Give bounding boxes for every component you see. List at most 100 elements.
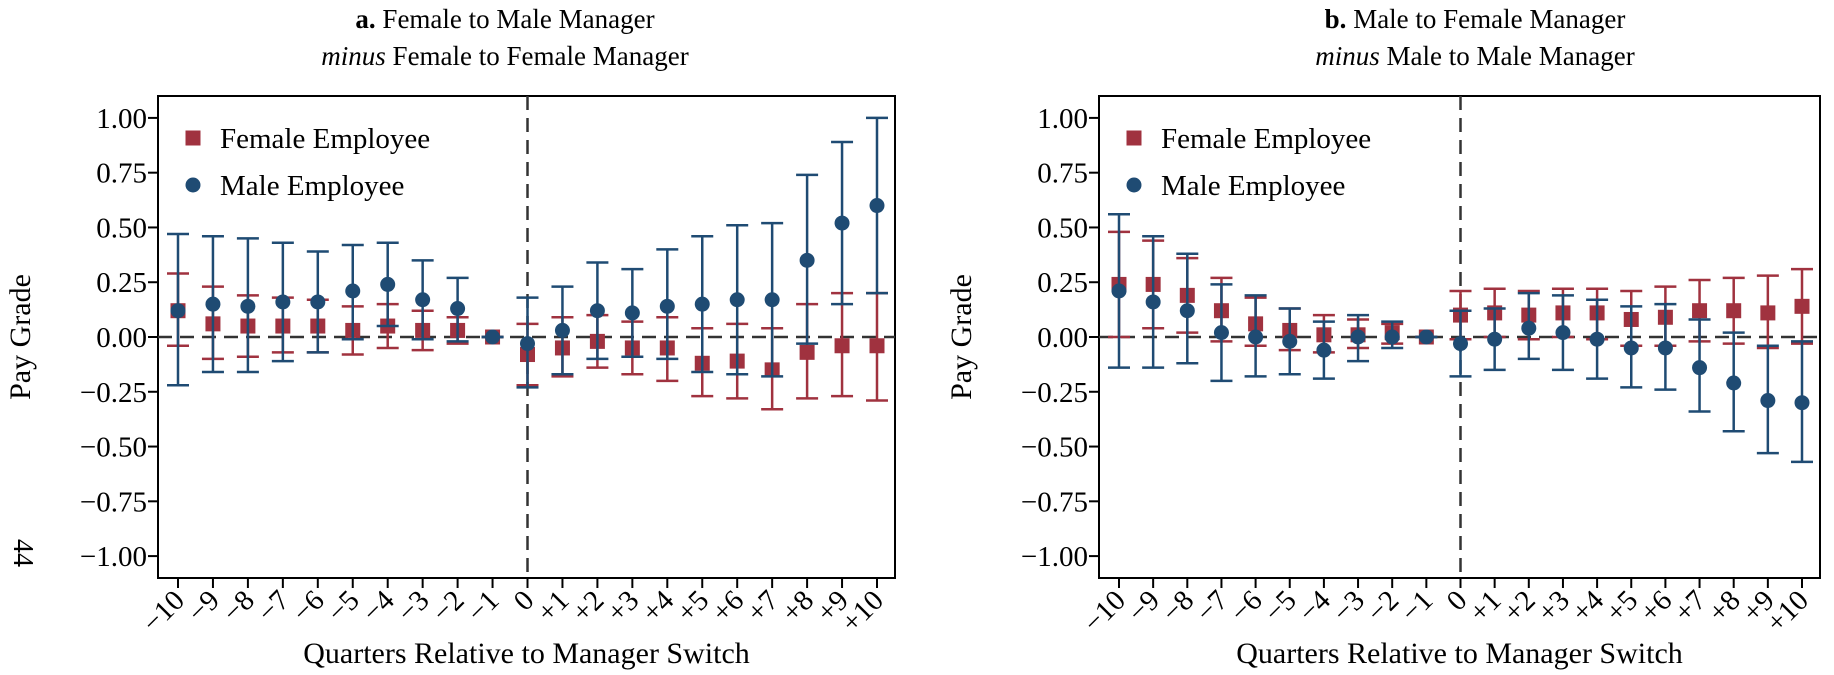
page-number: 44: [7, 539, 38, 567]
data-point-circle: [1692, 360, 1708, 376]
series-male: [167, 116, 888, 389]
data-point-circle: [799, 252, 815, 268]
data-point-square: [1760, 305, 1776, 321]
y-tick-label: 0.00: [1037, 322, 1088, 354]
y-tick-label: −0.50: [1021, 432, 1088, 464]
legend-label: Female Employee: [1161, 123, 1371, 155]
y-tick-label: 1.00: [96, 103, 147, 135]
x-axis-label: Quarters Relative to Manager Switch: [303, 637, 750, 670]
data-point-circle: [624, 305, 640, 321]
data-point-square: [1692, 303, 1708, 319]
chart-title-line1: b. Male to Female Manager: [1325, 4, 1626, 34]
data-point-circle: [1179, 303, 1195, 319]
data-point-circle: [1111, 283, 1127, 299]
data-point-circle: [1145, 294, 1161, 310]
data-point-circle: [1316, 342, 1332, 358]
data-point-circle: [1623, 340, 1639, 356]
panel-b: b. Male to Female Manager minus Male to M…: [945, 4, 1821, 670]
y-tick-label: −1.00: [80, 541, 147, 573]
chart-title-line1: a. Female to Male Manager: [355, 4, 654, 34]
chart-title-italic: minus: [1315, 41, 1380, 71]
x-tick-label: +10: [1760, 584, 1815, 639]
y-axis-label: Pay Grade: [4, 274, 37, 400]
data-point-circle: [1248, 329, 1264, 345]
data-point-circle: [1453, 336, 1468, 352]
data-point-circle: [694, 296, 710, 312]
data-point-circle: [1418, 329, 1434, 345]
data-point-circle: [589, 303, 605, 319]
data-point-circle: [1794, 395, 1810, 411]
data-point-circle: [485, 329, 501, 345]
chart-title-italic: minus: [321, 41, 386, 71]
y-tick-label: 0.00: [96, 322, 147, 354]
data-point-circle: [1350, 329, 1366, 345]
x-tick-label: −10: [1077, 584, 1132, 639]
data-point-square: [869, 338, 885, 354]
legend: Female Employee Male Employee: [1126, 123, 1371, 202]
data-point-circle: [1555, 325, 1571, 341]
legend-marker-circle: [185, 177, 201, 193]
chart-title-label: b.: [1325, 4, 1347, 34]
data-point-circle: [1521, 320, 1537, 336]
chart-title-line2: minus Male to Male Manager: [1315, 41, 1634, 71]
y-axis-label: Pay Grade: [945, 274, 978, 400]
data-point-circle: [1213, 325, 1229, 341]
data-point-circle: [205, 296, 221, 312]
data-point-circle: [1589, 331, 1605, 347]
data-point-circle: [1282, 333, 1298, 349]
chart-title-text2: Male to Male Manager: [1387, 41, 1635, 71]
y-tick-label: −0.75: [1021, 486, 1088, 518]
data-point-circle: [170, 303, 186, 319]
data-point-circle: [450, 301, 466, 317]
legend-marker-circle: [1126, 177, 1142, 193]
data-point-square: [1794, 298, 1810, 314]
y-tick-label: 0.75: [96, 158, 147, 190]
chart-title-space: [376, 4, 383, 34]
data-point-circle: [834, 215, 850, 231]
data-point-circle: [729, 292, 745, 308]
data-point-circle: [659, 298, 675, 314]
data-point-circle: [520, 336, 535, 352]
y-tick-label: 0.50: [96, 212, 147, 244]
data-point-circle: [380, 276, 396, 292]
legend: Female Employee Male Employee: [185, 123, 430, 202]
x-tick-label: −1: [1395, 584, 1439, 628]
chart-title-space: [1346, 4, 1353, 34]
data-point-square: [1726, 303, 1742, 319]
data-point-square: [834, 338, 850, 354]
data-point-circle: [1384, 329, 1400, 345]
y-tick-label: −0.25: [1021, 377, 1088, 409]
data-point-circle: [1487, 331, 1503, 347]
legend-label: Female Employee: [220, 123, 430, 155]
panel-a: a. Female to Male Manager minus Female to…: [4, 4, 896, 670]
legend-label: Male Employee: [1161, 170, 1345, 202]
legend-marker-square: [185, 130, 201, 146]
legend-marker-square: [1126, 130, 1142, 146]
data-point-circle: [415, 292, 431, 308]
y-tick-label: −0.75: [80, 486, 147, 518]
chart-title-text: Male to Female Manager: [1353, 4, 1625, 34]
data-point-circle: [554, 322, 570, 338]
data-point-circle: [310, 294, 326, 310]
x-tick-label: −1: [461, 584, 505, 628]
data-point-square: [799, 344, 815, 360]
chart-title-text: Female to Male Manager: [382, 4, 654, 34]
x-axis-label: Quarters Relative to Manager Switch: [1236, 637, 1683, 670]
data-point-circle: [764, 292, 780, 308]
y-tick-label: −0.25: [80, 377, 147, 409]
series-male: [1108, 213, 1813, 464]
y-tick-label: −0.50: [80, 432, 147, 464]
chart-title-label: a.: [355, 4, 375, 34]
data-point-circle: [240, 298, 256, 314]
data-point-circle: [345, 283, 361, 299]
data-point-circle: [869, 198, 885, 214]
data-point-circle: [1657, 340, 1673, 356]
legend-label: Male Employee: [220, 170, 404, 202]
y-tick-label: 0.25: [1037, 267, 1088, 299]
y-tick-label: 0.25: [96, 267, 147, 299]
chart-title-space: [386, 41, 393, 71]
data-point-circle: [1760, 393, 1776, 409]
data-point-circle: [1726, 375, 1742, 391]
chart-title-space: [1380, 41, 1387, 71]
